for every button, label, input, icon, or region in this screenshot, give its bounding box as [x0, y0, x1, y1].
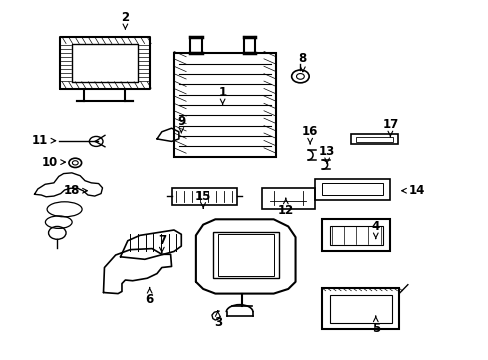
Bar — [329, 295, 391, 323]
Bar — [351, 134, 397, 144]
Bar — [261, 188, 314, 208]
Text: 9: 9 — [177, 114, 185, 133]
Text: 18: 18 — [63, 184, 87, 197]
Text: 16: 16 — [301, 125, 318, 144]
Bar — [217, 234, 273, 276]
Text: 17: 17 — [382, 118, 398, 137]
Text: 12: 12 — [277, 198, 293, 217]
Text: 2: 2 — [121, 11, 129, 30]
Text: 14: 14 — [401, 184, 425, 197]
Text: 1: 1 — [218, 86, 226, 104]
Bar — [356, 137, 392, 142]
Text: 3: 3 — [213, 311, 222, 329]
Text: 8: 8 — [298, 52, 306, 72]
Bar — [322, 183, 382, 195]
Bar — [314, 179, 389, 200]
Bar — [171, 188, 237, 205]
Text: 5: 5 — [371, 316, 379, 335]
Text: 11: 11 — [32, 134, 56, 147]
Bar — [174, 53, 276, 157]
Bar — [322, 219, 389, 251]
Text: 15: 15 — [195, 190, 211, 208]
Text: 10: 10 — [42, 156, 65, 168]
Bar — [329, 226, 382, 245]
Bar — [322, 288, 398, 329]
Text: 4: 4 — [371, 220, 379, 239]
Bar — [212, 232, 278, 278]
Text: 13: 13 — [318, 145, 335, 163]
Text: 6: 6 — [145, 288, 154, 306]
Text: 7: 7 — [158, 234, 165, 253]
